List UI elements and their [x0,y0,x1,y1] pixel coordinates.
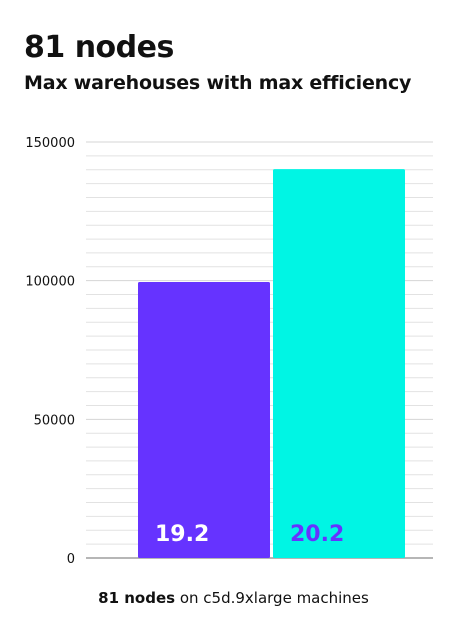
bar-series-2 [273,169,405,559]
y-tick-label: 100000 [25,275,75,290]
chart-title: 81 nodes [24,30,174,65]
x-axis-caption-bold: 81 nodes [98,589,176,607]
chart-subtitle: Max warehouses with max efficiency [24,72,412,94]
x-axis-caption-rest: on c5d.9xlarge machines [175,589,369,607]
y-tick-label: 0 [67,552,75,567]
y-tick-label: 150000 [25,136,75,151]
x-axis-caption: 81 nodes on c5d.9xlarge machines [0,589,467,607]
bar-data-label: 19.2 [155,522,209,547]
y-tick-label: 50000 [34,413,75,428]
bar-series-1 [138,282,270,558]
bar-data-label: 20.2 [290,522,344,547]
